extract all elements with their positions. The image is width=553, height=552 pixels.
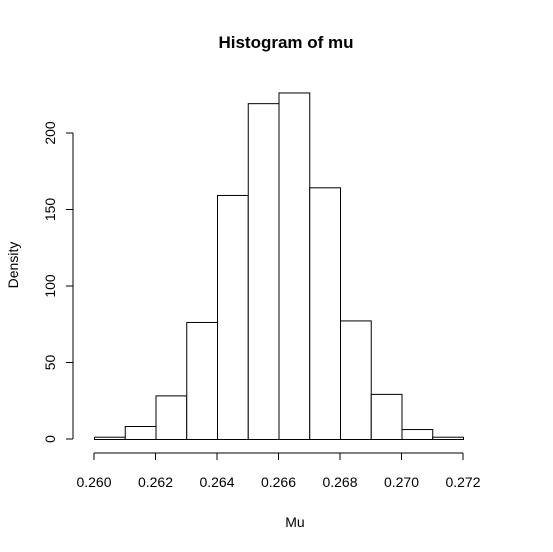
y-tick-label: 50 xyxy=(42,355,58,371)
y-tick-label: 100 xyxy=(42,274,58,298)
x-tick-label: 0.268 xyxy=(322,474,357,490)
histogram-bar xyxy=(278,92,311,441)
histogram-bar xyxy=(340,320,372,440)
y-tick-label: 200 xyxy=(42,121,58,145)
histogram-bar xyxy=(94,436,126,440)
histogram-bar xyxy=(247,103,280,440)
x-tick-label: 0.266 xyxy=(261,474,296,490)
bars-group xyxy=(94,92,464,441)
histogram-bar xyxy=(401,429,434,440)
x-axis-label: Mu xyxy=(285,514,304,530)
x-tick-label: 0.262 xyxy=(138,474,173,490)
y-axis: 0 50 100 150 200 xyxy=(42,121,74,443)
histogram-bar xyxy=(217,194,249,440)
histogram-bar xyxy=(370,393,403,440)
x-tick-label: 0.272 xyxy=(445,474,480,490)
x-axis: 0.260 0.262 0.264 0.266 0.268 0.270 0.272 xyxy=(76,452,481,490)
histogram-bar xyxy=(186,321,218,440)
x-tick-label: 0.264 xyxy=(199,474,234,490)
y-axis-label: Density xyxy=(5,242,21,289)
histogram-bar xyxy=(309,187,341,440)
x-tick-label: 0.260 xyxy=(76,474,111,490)
histogram-bar xyxy=(432,436,464,440)
y-tick-label: 150 xyxy=(42,198,58,222)
y-tick-label: 0 xyxy=(42,435,58,443)
chart-title: Histogram of mu xyxy=(218,33,353,52)
histogram-bar xyxy=(155,395,188,440)
histogram-bar xyxy=(124,425,157,440)
x-tick-label: 0.270 xyxy=(384,474,419,490)
